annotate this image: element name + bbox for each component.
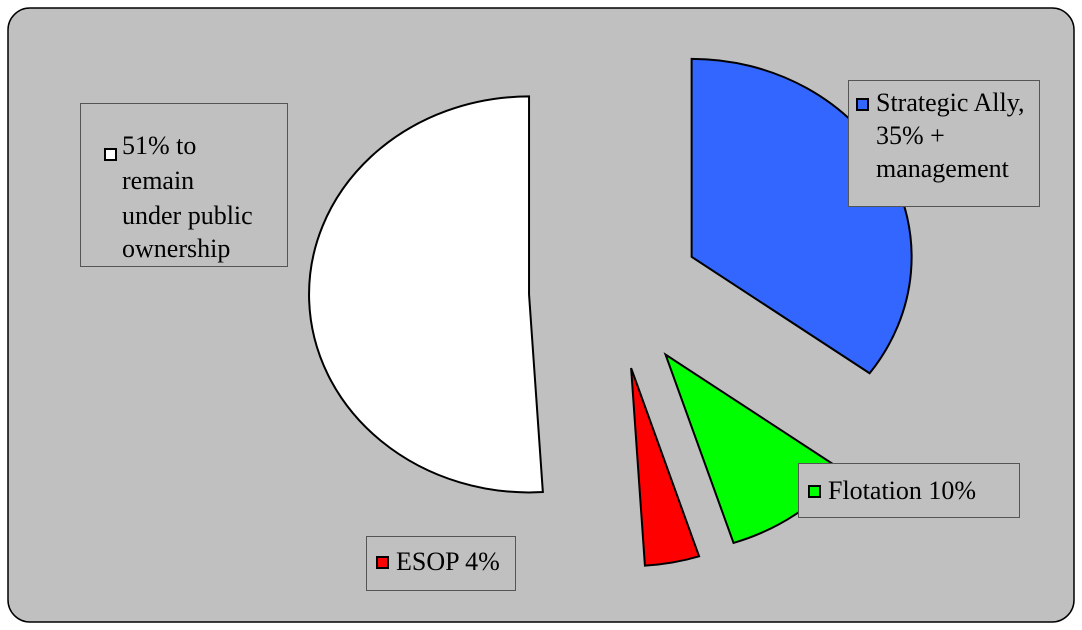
pie-slice-public-ownership xyxy=(308,95,544,494)
legend-label-public-ownership-line-1: 51% to xyxy=(122,131,197,160)
legend-label-strategic-ally-line-2: 35% + xyxy=(876,121,945,150)
legend-entry-flotation: Flotation 10% xyxy=(798,463,1020,518)
legend-label-flotation: Flotation 10% xyxy=(828,476,977,505)
legend-entry-esop: ESOP 4% xyxy=(366,536,516,591)
legend-label-strategic-ally-line-1: Strategic Ally, xyxy=(876,88,1025,117)
legend-swatch-strategic-ally xyxy=(856,98,869,111)
legend-entry-strategic-ally: Strategic Ally, 35% + management xyxy=(848,80,1040,207)
legend-swatch-flotation xyxy=(808,485,821,498)
legend-entry-public-ownership: 51% to remain under public ownership xyxy=(80,103,288,267)
legend-label-esop: ESOP 4% xyxy=(396,547,500,576)
legend-label-public-ownership-line-4: ownership xyxy=(122,234,231,263)
legend-label-public-ownership-line-3: under public xyxy=(122,201,253,230)
legend-swatch-esop xyxy=(376,556,389,569)
legend-label-public-ownership-line-2: remain xyxy=(122,166,195,195)
legend-label-strategic-ally-line-3: management xyxy=(876,154,1009,183)
pie-slice-esop xyxy=(630,367,701,567)
legend-swatch-public-ownership xyxy=(104,148,117,161)
